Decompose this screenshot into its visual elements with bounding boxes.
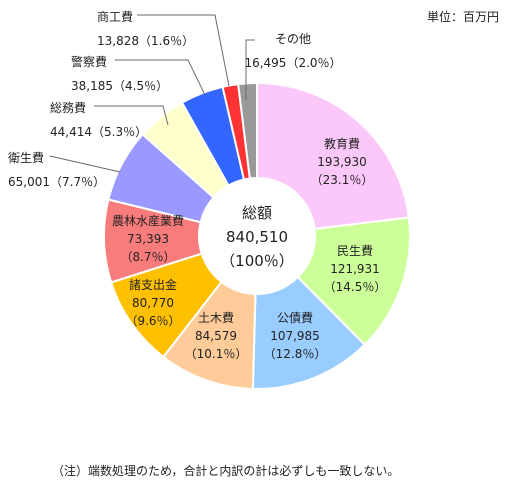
leader-line-6 — [49, 155, 121, 173]
slice-label-6: 衛生費 65,001（7.7％） — [8, 150, 105, 189]
center-value: 840,510 — [226, 228, 288, 246]
leader-line-9 — [137, 14, 230, 87]
slice-label-1: 民生費 121,931 （14.5％） — [324, 243, 387, 294]
slice-0 — [256, 81, 410, 231]
slice-share: （12.8％） — [264, 347, 327, 361]
slice-label-10: その他 16,495（2.0％） — [244, 32, 341, 70]
center-share: （100％） — [220, 252, 294, 270]
slice-name: 公債費 — [277, 310, 313, 325]
slice-value: 193,930 — [317, 155, 367, 169]
slice-value: 80,770 — [132, 296, 174, 310]
slice-name: 商工費 — [97, 9, 133, 24]
slice-share: （8.7％） — [120, 250, 175, 264]
slice-value-share: 13,828（1.6％） — [97, 34, 194, 48]
slice-name: 衛生費 — [8, 150, 44, 165]
slice-label-5: 農林水産業費 73,393 （8.7％） — [112, 213, 184, 264]
slice-label-8: 警察費 38,185（4.5％） — [71, 54, 168, 93]
slice-name: 諸支出金 — [129, 277, 177, 292]
leader-line-7 — [94, 105, 169, 126]
slice-label-0: 教育費 193,930 （23.1％） — [311, 136, 374, 187]
slice-value: 84,579 — [195, 329, 237, 343]
slice-label-9: 商工費 13,828（1.6％） — [97, 9, 194, 48]
center-label: 総額 840,510 （100％） — [220, 204, 294, 270]
slice-name: 教育費 — [324, 136, 360, 151]
slice-name: 総務費 — [50, 100, 86, 115]
slice-value-share: 38,185（4.5％） — [71, 79, 168, 93]
slice-label-2: 公債費 107,985 （12.8％） — [264, 310, 327, 361]
leader-line-10 — [245, 39, 255, 100]
footnote: （注）端数処理のため，合計と内訳の計は必ずしも一致しない。 — [52, 464, 400, 478]
slice-name: その他 — [275, 32, 311, 46]
slice-label-7: 総務費 44,414（5.3％） — [50, 100, 147, 139]
slice-share: （9.6％） — [125, 314, 180, 328]
slice-name: 警察費 — [71, 54, 107, 69]
slice-share: （14.5％） — [324, 280, 387, 294]
slice-value-share: 65,001（7.7％） — [8, 175, 105, 189]
slice-share: （10.1％） — [185, 347, 248, 361]
slice-name: 民生費 — [337, 243, 373, 258]
slice-1 — [296, 216, 411, 347]
slice-name: 土木費 — [198, 310, 234, 325]
slice-value-share: 44,414（5.3％） — [50, 125, 147, 139]
slice-value: 73,393 — [127, 232, 169, 246]
slice-value: 107,985 — [270, 329, 320, 343]
center-title: 総額 — [242, 204, 272, 222]
slice-10 — [237, 81, 258, 180]
slice-value-share: 16,495（2.0％） — [244, 56, 341, 70]
leader-line-8 — [115, 59, 206, 96]
slice-name: 農林水産業費 — [112, 213, 184, 228]
unit-label: 単位：百万円 — [426, 10, 499, 24]
slice-share: （23.1％） — [311, 173, 374, 187]
slice-label-3: 土木費 84,579 （10.1％） — [185, 310, 248, 361]
slice-value: 121,931 — [330, 262, 380, 276]
slice-label-4: 諸支出金 80,770 （9.6％） — [125, 277, 180, 328]
